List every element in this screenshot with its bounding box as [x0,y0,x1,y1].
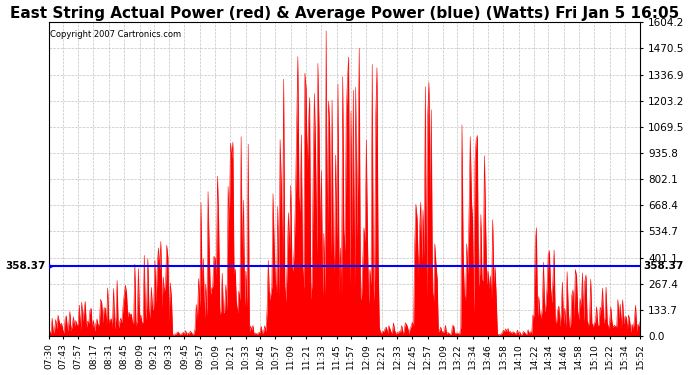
Text: Copyright 2007 Cartronics.com: Copyright 2007 Cartronics.com [50,30,181,39]
Text: 358.37: 358.37 [6,261,46,271]
Title: East String Actual Power (red) & Average Power (blue) (Watts) Fri Jan 5 16:05: East String Actual Power (red) & Average… [10,6,679,21]
Text: 358.37: 358.37 [643,261,684,271]
